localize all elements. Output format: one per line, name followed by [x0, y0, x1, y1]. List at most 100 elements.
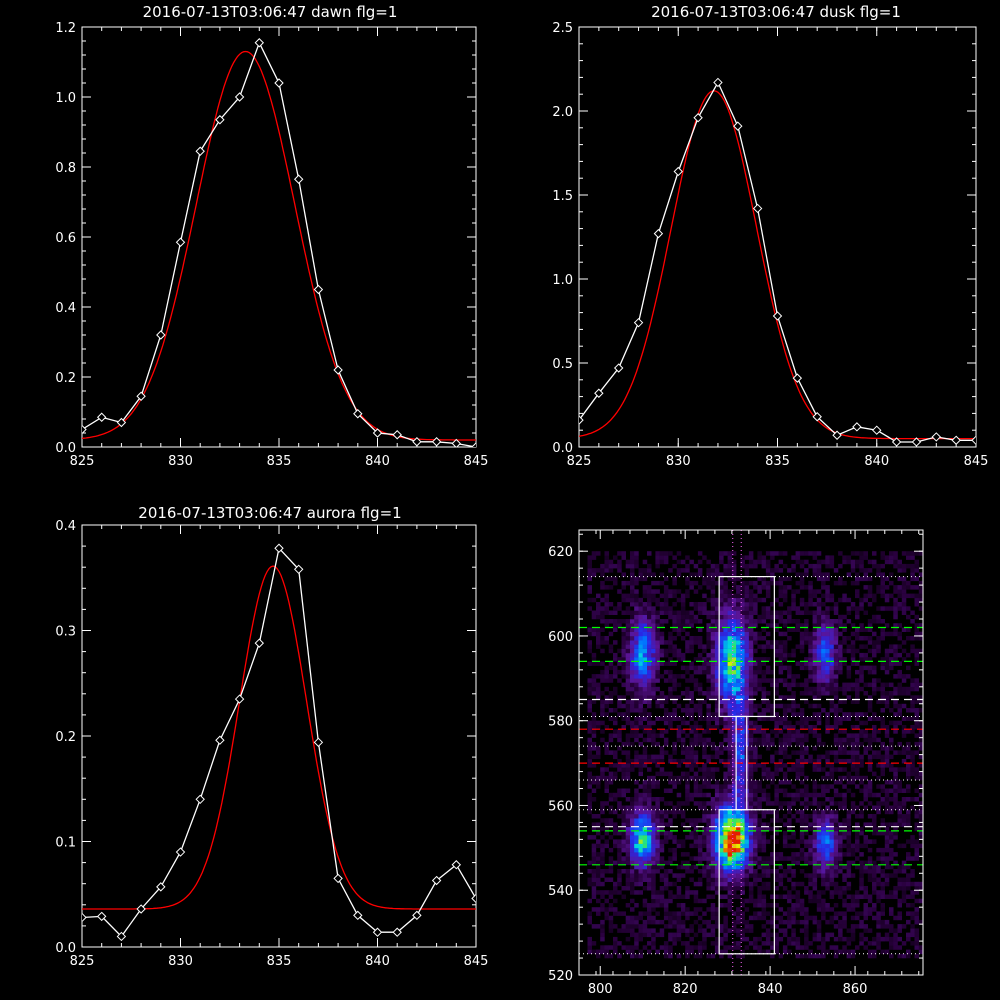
heatmap-cell	[795, 572, 801, 577]
heatmap-cell	[642, 576, 648, 582]
heatmap-cell	[714, 606, 720, 611]
heatmap-cell	[625, 809, 631, 815]
heatmap-cell	[630, 915, 635, 921]
heatmap-cell	[659, 695, 665, 700]
heatmap-cell	[651, 652, 656, 658]
heatmap-cell	[765, 593, 771, 599]
heatmap-cell	[774, 784, 779, 789]
heatmap-cell	[613, 665, 618, 671]
heatmap-cell	[838, 708, 843, 713]
heatmap-cell	[884, 559, 890, 565]
heatmap-cell	[621, 792, 626, 798]
heatmap-cell	[600, 847, 605, 853]
heatmap-cell	[893, 750, 898, 755]
heatmap-cell	[685, 784, 690, 789]
heatmap-cell	[757, 903, 762, 908]
heatmap-cell	[753, 636, 758, 641]
heatmap-cell	[791, 593, 796, 599]
heatmap-cell	[855, 763, 860, 768]
heatmap-cell	[706, 869, 711, 874]
heatmap-cell	[647, 797, 652, 802]
heatmap-cell	[731, 873, 737, 878]
aurora-data-point	[136, 904, 146, 914]
heatmap-cell	[642, 589, 648, 594]
heatmap-cell	[850, 780, 856, 785]
heatmap-cell	[617, 602, 622, 607]
heatmap-cell	[761, 661, 767, 666]
heatmap-cell	[782, 919, 788, 925]
heatmap-cell	[608, 648, 614, 654]
heatmap-cell	[710, 835, 716, 840]
heatmap-cell	[799, 907, 805, 912]
heatmap-cell	[647, 843, 652, 849]
heatmap-cell	[676, 805, 682, 810]
heatmap-cell	[608, 945, 614, 950]
heatmap-cell	[608, 695, 614, 700]
heatmap-cell	[833, 733, 839, 738]
heatmap-cell	[697, 691, 703, 696]
heatmap-cell	[647, 856, 652, 861]
heatmap-cell	[812, 869, 818, 874]
heatmap-cell	[770, 572, 775, 577]
heatmap-cell	[791, 674, 796, 679]
heatmap-cell	[765, 881, 771, 887]
heatmap-cell	[693, 640, 699, 645]
heatmap-cell	[753, 780, 758, 785]
heatmap-cell	[872, 559, 877, 565]
heatmap-cell	[702, 818, 707, 823]
heatmap-cell	[825, 657, 830, 662]
heatmap-cell	[863, 835, 868, 840]
heatmap-cell	[778, 568, 784, 573]
heatmap-cell	[795, 860, 801, 866]
heatmap-cell	[723, 627, 728, 632]
heatmap-cell	[719, 818, 724, 823]
heatmap-cell	[736, 674, 741, 679]
dusk-ytick-label: 0.5	[552, 357, 573, 372]
heatmap-cell	[731, 826, 737, 832]
heatmap-cell	[821, 708, 826, 713]
heatmap-cell	[693, 589, 699, 594]
heatmap-cell	[719, 640, 724, 645]
dusk-data-point	[891, 437, 902, 447]
heatmap-cell	[846, 636, 852, 641]
heatmap-cell	[591, 780, 597, 785]
heatmap-cell	[651, 572, 656, 577]
heatmap-cell	[613, 949, 618, 955]
heatmap-cell	[655, 784, 660, 789]
heatmap-cell	[859, 741, 864, 747]
heatmap-cell	[872, 936, 877, 942]
heatmap-cell	[748, 563, 754, 569]
heatmap-cell	[604, 915, 609, 921]
heatmap-cell	[668, 915, 673, 921]
heatmap-cell	[706, 881, 711, 887]
heatmap-cell	[855, 576, 860, 582]
heatmap-cell	[668, 691, 673, 696]
heatmap-cell	[596, 754, 601, 760]
heatmap-cell	[753, 674, 758, 679]
heatmap-cell	[697, 860, 703, 866]
heatmap-cell	[634, 563, 639, 569]
heatmap-cell	[782, 725, 788, 730]
heatmap-cell	[731, 792, 737, 798]
heatmap-cell	[736, 631, 741, 637]
heatmap-cell	[816, 903, 822, 908]
heatmap-cell	[782, 597, 788, 603]
heatmap-cell	[608, 847, 614, 853]
heatmap-cell	[591, 881, 597, 887]
heatmap-cell	[727, 559, 733, 565]
heatmap-cell	[625, 835, 631, 840]
heatmap-cell	[782, 703, 788, 709]
heatmap-cell	[625, 559, 631, 565]
heatmap-cell	[668, 869, 673, 874]
heatmap-cell	[876, 826, 881, 832]
heatmap-cell	[850, 648, 856, 654]
heatmap-cell	[863, 784, 868, 789]
heatmap-cell	[731, 750, 737, 755]
heatmap-cell	[587, 919, 592, 925]
heatmap-cell	[689, 864, 694, 870]
heatmap-cell	[833, 602, 839, 607]
heatmap-cell	[714, 835, 720, 840]
heatmap-cell	[613, 750, 618, 755]
heatmap-cell	[693, 636, 699, 641]
heatmap-cell	[880, 801, 885, 806]
